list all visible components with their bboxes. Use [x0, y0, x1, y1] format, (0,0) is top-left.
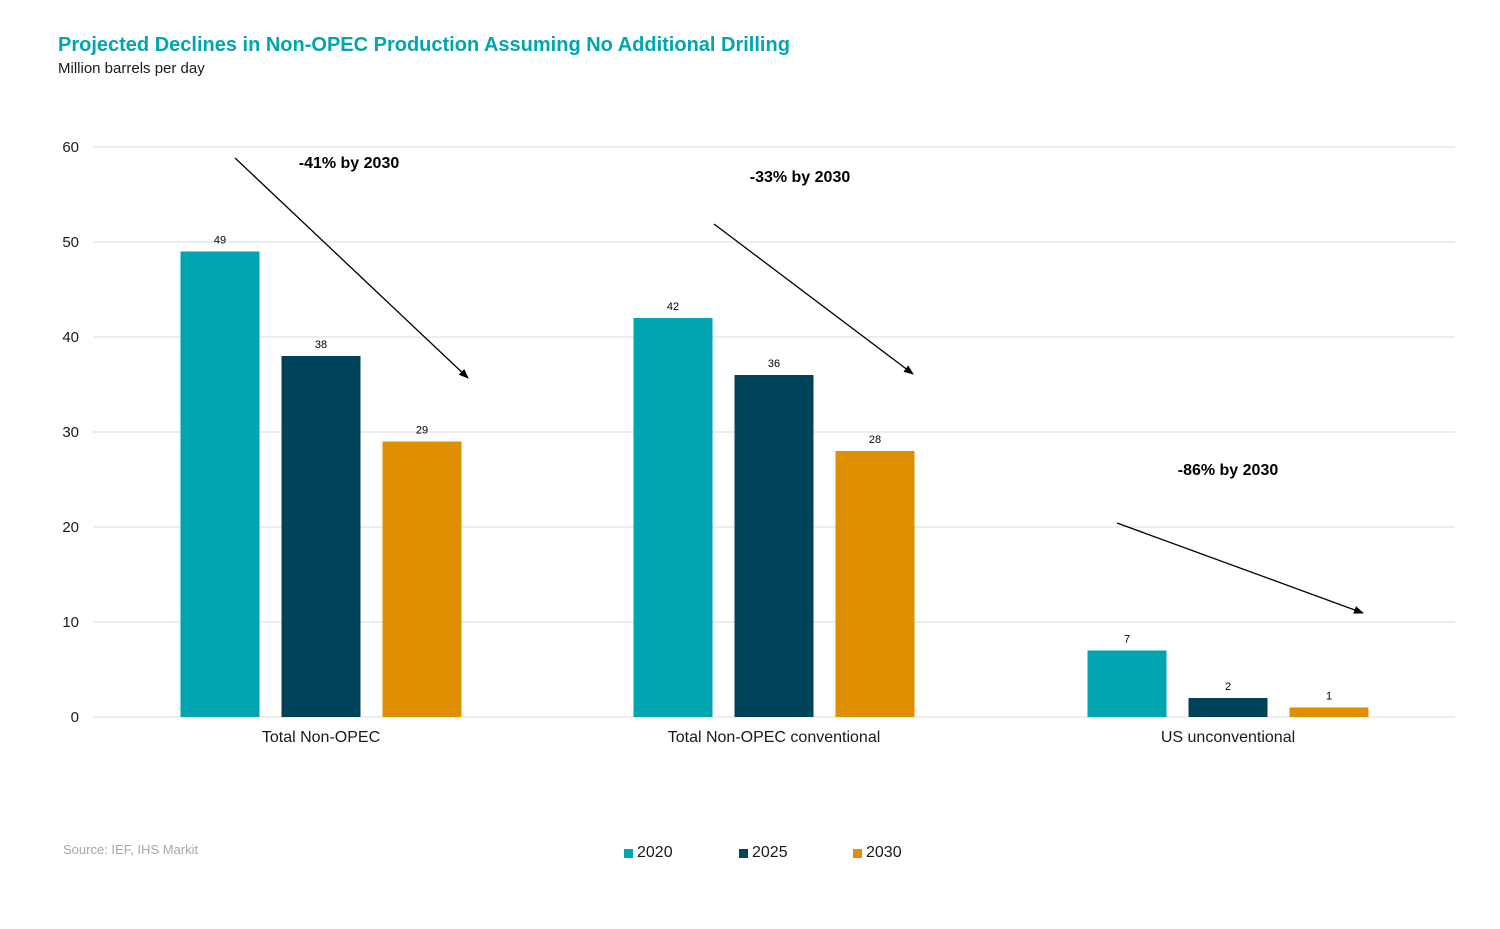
y-tick-label: 0 — [71, 709, 79, 726]
legend-item-2025: 2025 — [739, 844, 788, 862]
bar-2020-2 — [1087, 650, 1167, 717]
decline-arrow — [1116, 522, 1364, 614]
x-category-label: Total Non-OPEC conventional — [668, 729, 881, 746]
data-label: 49 — [214, 235, 226, 247]
legend-swatch-2020 — [624, 848, 633, 858]
y-tick-label: 10 — [62, 614, 79, 631]
data-label: 29 — [416, 425, 428, 437]
bar-2025-0 — [281, 356, 361, 717]
x-category-label: Total Non-OPEC — [262, 729, 380, 746]
legend-label-2030: 2030 — [866, 844, 902, 861]
y-tick-label: 30 — [62, 424, 79, 441]
data-label: 2 — [1225, 681, 1231, 693]
data-label: 38 — [315, 339, 327, 351]
bars — [180, 251, 1369, 717]
legend-swatch-2030 — [853, 848, 862, 858]
y-tick-label: 60 — [62, 139, 79, 156]
bar-2030-0 — [382, 441, 462, 717]
x-axis-categories: Total Non-OPEC Total Non-OPEC conventiona… — [262, 729, 1295, 746]
legend: 2020 2025 2030 — [0, 844, 1500, 864]
annotations: -41% by 2030 -33% by 2030 -86% by 2030 — [234, 155, 1364, 614]
bar-2025-2 — [1188, 698, 1268, 717]
data-label: 7 — [1124, 634, 1130, 646]
data-labels: 49 38 29 42 36 28 7 2 1 — [214, 235, 1332, 703]
x-category-label: US unconventional — [1161, 729, 1295, 746]
data-label: 28 — [869, 434, 881, 446]
decline-annotation: -86% by 2030 — [1178, 462, 1279, 479]
legend-item-2030: 2030 — [853, 844, 902, 862]
decline-arrow — [234, 157, 469, 379]
chart-title: Projected Declines in Non-OPEC Productio… — [58, 34, 790, 56]
y-tick-label: 50 — [62, 234, 79, 251]
y-tick-label: 20 — [62, 519, 79, 536]
legend-label-2025: 2025 — [752, 844, 788, 861]
bar-2030-2 — [1289, 707, 1369, 717]
legend-item-2020: 2020 — [624, 844, 673, 862]
bar-2020-0 — [180, 251, 260, 717]
data-label: 36 — [768, 358, 780, 370]
decline-annotation: -33% by 2030 — [750, 169, 851, 186]
decline-annotation: -41% by 2030 — [299, 155, 400, 172]
bar-2020-1 — [633, 318, 713, 717]
bar-2030-1 — [835, 451, 915, 717]
data-label: 1 — [1326, 691, 1332, 703]
source-note: Source: IEF, IHS Markit — [63, 842, 199, 857]
data-label: 42 — [667, 301, 679, 313]
y-tick-label: 40 — [62, 329, 79, 346]
decline-arrow — [713, 223, 914, 375]
bar-2025-1 — [734, 375, 814, 717]
legend-swatch-2025 — [739, 848, 748, 858]
y-axis-ticks: 0 10 20 30 40 50 60 — [62, 139, 79, 726]
legend-label-2020: 2020 — [637, 844, 673, 861]
chart-subtitle: Million barrels per day — [58, 60, 205, 77]
